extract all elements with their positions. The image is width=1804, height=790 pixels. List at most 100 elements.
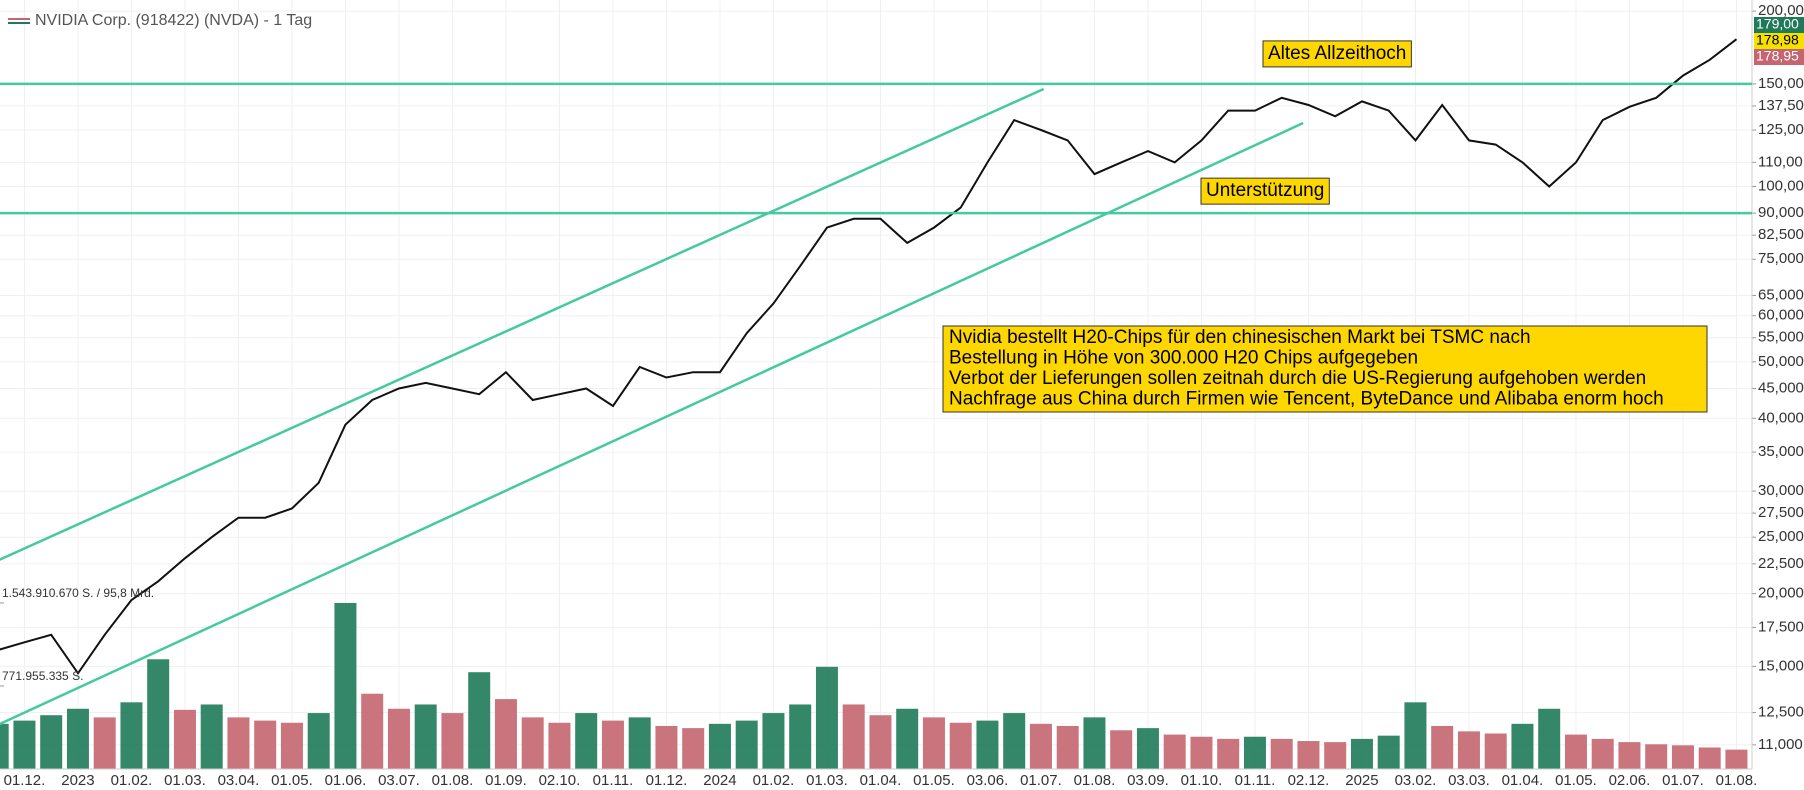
volume-bar bbox=[922, 717, 945, 769]
volume-bar bbox=[1725, 749, 1748, 769]
y2-tick-label: 771.955.335 S. bbox=[2, 669, 83, 683]
annotation-box bbox=[1200, 177, 1330, 205]
volume-bar bbox=[227, 717, 250, 769]
volume-bar bbox=[521, 717, 544, 769]
volume-bar bbox=[1564, 734, 1587, 769]
volume-bar bbox=[307, 713, 330, 769]
volume-bar bbox=[200, 704, 223, 769]
volume-bar bbox=[1029, 723, 1052, 769]
volume-bar bbox=[1377, 735, 1400, 769]
y-tick-label: 22,500 bbox=[1758, 555, 1804, 572]
volume-bar bbox=[147, 659, 170, 769]
y-tick-label: 137,50 bbox=[1758, 97, 1804, 114]
volume-bar bbox=[361, 693, 384, 769]
x-tick-label: 02.06. bbox=[1609, 772, 1651, 789]
note-line: Verbot der Lieferungen sollen zeitnah du… bbox=[949, 368, 1646, 389]
volume-bar bbox=[628, 717, 651, 769]
y-tick-label: 12,500 bbox=[1758, 704, 1804, 721]
volume-bar bbox=[1003, 713, 1026, 769]
y-tick-label: 11,000 bbox=[1758, 736, 1803, 753]
x-tick-label: 01.10. bbox=[1181, 772, 1223, 789]
x-tick-label: 03.06. bbox=[967, 772, 1009, 789]
volume-bar bbox=[1270, 738, 1293, 769]
volume-bar bbox=[896, 708, 919, 769]
volume-bar bbox=[120, 702, 143, 769]
x-tick-label: 01.07. bbox=[1662, 772, 1704, 789]
chart-title: NVIDIA Corp. (918422) (NVDA) - 1 Tag bbox=[35, 12, 312, 29]
volume-bar bbox=[949, 722, 972, 769]
grid bbox=[0, 0, 1752, 769]
volume-bar bbox=[1163, 734, 1186, 769]
y-tick-label: 90,000 bbox=[1758, 204, 1804, 221]
x-tick-label: 01.11. bbox=[1235, 772, 1276, 789]
volume-bar bbox=[334, 602, 357, 769]
y-tick-label: 25,000 bbox=[1758, 528, 1804, 545]
volume-bar bbox=[601, 720, 624, 769]
price-badge bbox=[1754, 49, 1804, 65]
x-tick-label: 01.09. bbox=[485, 772, 527, 789]
price-badge-label: 178,95 bbox=[1756, 48, 1799, 64]
y-tick-label: 82,500 bbox=[1758, 226, 1804, 243]
y-tick-label: 60,000 bbox=[1758, 307, 1804, 324]
volume-bar bbox=[1698, 747, 1721, 769]
volume-bar bbox=[468, 672, 491, 769]
y-tick-label: 150,00 bbox=[1758, 75, 1804, 92]
annotation-label: Unterstützung bbox=[1206, 180, 1324, 201]
x-tick-label: 01.08. bbox=[432, 772, 474, 789]
volume-bar bbox=[789, 704, 812, 769]
volume-bar bbox=[1350, 738, 1373, 769]
y-tick-label: 55,000 bbox=[1758, 329, 1804, 346]
y-tick-label: 200,00 bbox=[1758, 2, 1804, 19]
volume-bar bbox=[1083, 717, 1106, 769]
volume-bar bbox=[0, 723, 9, 769]
trend-line bbox=[0, 87, 1045, 561]
volume-bar bbox=[280, 722, 303, 769]
x-tick-label: 01.02. bbox=[753, 772, 795, 789]
volume-bar bbox=[1217, 738, 1240, 769]
volume-bar bbox=[842, 704, 865, 769]
x-tick-label: 01.12. bbox=[646, 772, 688, 789]
volume-bar bbox=[575, 713, 598, 769]
y-tick-label: 35,000 bbox=[1758, 443, 1804, 460]
y-tick-label: 17,500 bbox=[1758, 618, 1804, 635]
volume-bar bbox=[1538, 708, 1561, 769]
annotation-label: Altes Allzeithoch bbox=[1268, 43, 1406, 64]
volume-bar bbox=[13, 720, 36, 769]
y-tick-label: 20,000 bbox=[1758, 585, 1804, 602]
volume-bar bbox=[414, 704, 437, 769]
volume-bar bbox=[976, 720, 999, 769]
volume-pane bbox=[0, 602, 1748, 769]
y-tick-label: 50,000 bbox=[1758, 353, 1804, 370]
x-tick-label: 01.04. bbox=[1502, 772, 1544, 789]
y-tick-label: 27,500 bbox=[1758, 504, 1804, 521]
price-badge bbox=[1754, 33, 1804, 49]
volume-bar bbox=[1110, 730, 1133, 769]
x-tick-label: 01.05. bbox=[271, 772, 313, 789]
x-tick-label: 2024 bbox=[703, 772, 736, 789]
volume-bar bbox=[1404, 702, 1427, 769]
y-tick-label: 40,000 bbox=[1758, 409, 1804, 426]
x-tick-label: 01.06. bbox=[325, 772, 367, 789]
x-tick-label: 01.02. bbox=[111, 772, 153, 789]
y-tick-label: 30,000 bbox=[1758, 482, 1804, 499]
volume-bar bbox=[387, 708, 410, 769]
x-tick-label: 01.03. bbox=[806, 772, 848, 789]
volume-bar bbox=[494, 699, 517, 769]
price-line bbox=[0, 38, 1738, 676]
volume-bar bbox=[1645, 744, 1668, 769]
note-line: Bestellung in Höhe von 300.000 H20 Chips… bbox=[949, 348, 1418, 369]
price-badge-label: 178,98 bbox=[1756, 32, 1799, 48]
volume-bar bbox=[762, 713, 785, 769]
x-tick-label: 01.04. bbox=[860, 772, 902, 789]
note-line: Nvidia bestellt H20-Chips für den chines… bbox=[949, 327, 1531, 348]
x-tick-label: 01.03. bbox=[164, 772, 206, 789]
x-tick-label: 01.08. bbox=[1074, 772, 1116, 789]
volume-bar bbox=[1484, 733, 1507, 769]
volume-bar bbox=[548, 722, 571, 769]
x-tick-label: 03.02. bbox=[1395, 772, 1437, 789]
volume-bar bbox=[66, 708, 89, 769]
x-tick-label: 01.05. bbox=[913, 772, 955, 789]
volume-bar bbox=[93, 717, 116, 769]
